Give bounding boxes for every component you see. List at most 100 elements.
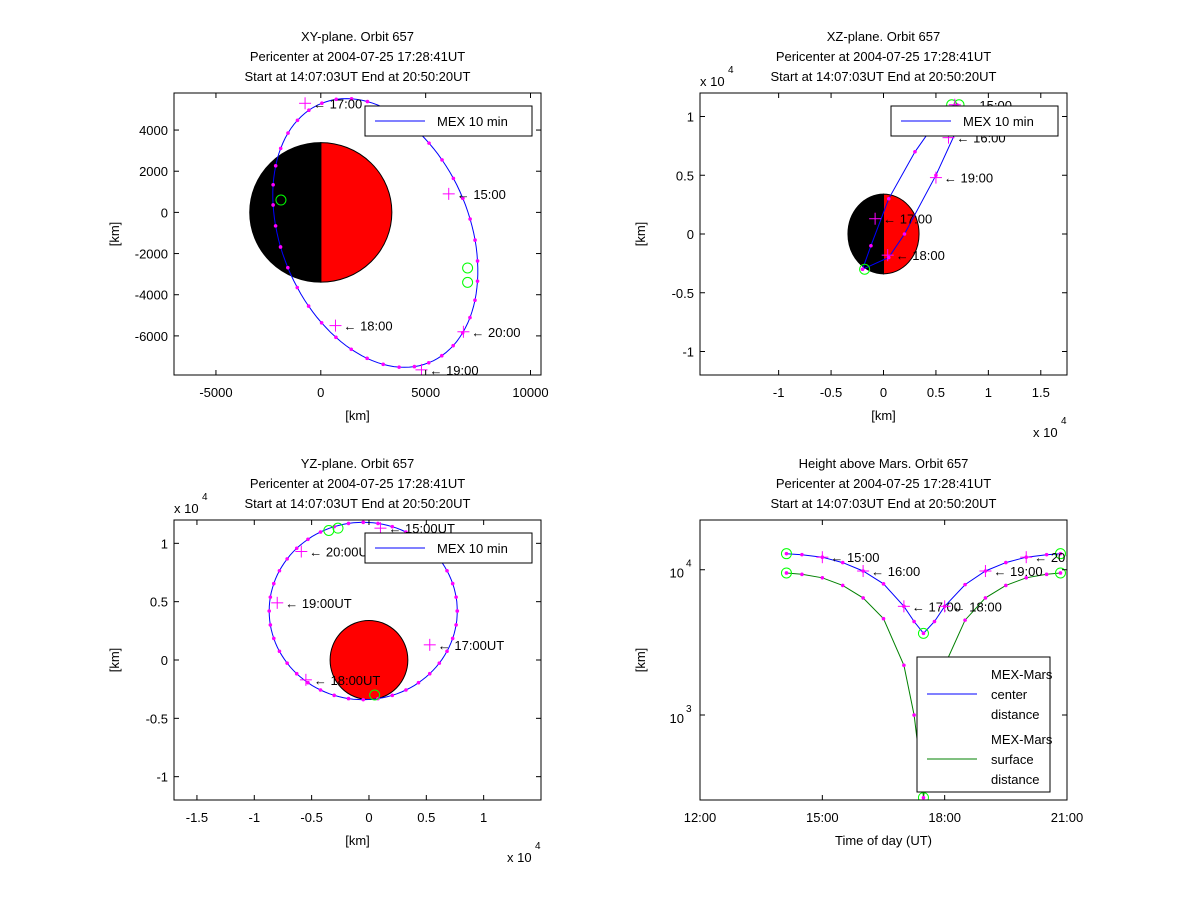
series-point (1004, 560, 1008, 565)
x-axis-label: Time of day (UT) (835, 833, 932, 848)
x-tick-label: 1 (480, 810, 487, 825)
orbit-dot (365, 356, 369, 361)
y-tick-label: 10 (670, 566, 684, 581)
series-point (963, 618, 967, 622)
orbit-dot (473, 298, 477, 303)
series-point (1044, 572, 1049, 577)
chart-title-line: Start at 14:07:03UT End at 20:50:20UT (771, 496, 997, 511)
x-tick-label: 18:00 (928, 810, 961, 825)
orbit-dot (426, 360, 431, 365)
x-scale-exponent: 4 (535, 841, 541, 852)
x-tick-label: -0.5 (300, 810, 322, 825)
x-axis-label: [km] (871, 408, 896, 423)
orbit-dot (468, 217, 472, 221)
chart-title-line: Pericenter at 2004-07-25 17:28:41UT (776, 476, 991, 491)
series-point (800, 572, 804, 577)
series-point (963, 582, 967, 587)
time-marker-label: ← 18:00 (896, 248, 945, 263)
planet-day-side (320, 142, 393, 283)
y-scale-factor: x 10 (700, 74, 725, 89)
time-marker-label: ← 19:00UT (285, 596, 352, 611)
series-point (881, 582, 886, 586)
orbit-dot (271, 203, 275, 207)
orbit-dot (860, 267, 865, 272)
planet-night-side (249, 142, 322, 283)
series-point (912, 619, 916, 624)
y-tick-label: 1 (161, 536, 168, 551)
orbit-dot (349, 97, 354, 101)
legend-label: surface (991, 752, 1034, 767)
time-marker-label: ← 17:00 (883, 212, 932, 227)
orbit-dot (902, 232, 907, 236)
legend-label: center (991, 687, 1028, 702)
x-tick-label: -5000 (199, 385, 232, 400)
y-axis-label: [km] (633, 648, 648, 673)
x-scale-exponent: 4 (1061, 416, 1067, 427)
y-tick-label: 2000 (139, 164, 168, 179)
legend-label: distance (991, 772, 1039, 787)
x-tick-label: 1 (985, 385, 992, 400)
orbit-dot (461, 196, 465, 201)
event-circle (462, 262, 474, 274)
time-marker-label: ← 20:00 (471, 325, 520, 340)
orbit-dot (381, 362, 386, 367)
orbit-dot (285, 557, 289, 561)
time-marker-label: ← 17:00 (912, 599, 961, 614)
orbit-dot (475, 279, 480, 283)
orbit-dot (450, 581, 455, 586)
x-tick-label: 10000 (512, 385, 548, 400)
y-tick-label: -1 (682, 345, 694, 360)
orbit-dot (319, 321, 324, 325)
time-marker-label: ← 18:00 (343, 319, 392, 334)
legend-label: MEX 10 min (437, 541, 508, 556)
x-tick-label: 5000 (411, 385, 440, 400)
series-point (1024, 576, 1029, 580)
event-circle (1054, 548, 1066, 560)
series-point (820, 576, 825, 580)
time-marker-label: ← 20:00UT (309, 545, 376, 560)
chart-title-line: Start at 14:07:03UT End at 20:50:20UT (771, 69, 997, 84)
panel-xy: ← 17:00 ← 15:00 ← 18:00 ← 20:00 ← 19:00 XY-pl… (107, 29, 549, 423)
time-marker-label: ← 20:00 (1034, 550, 1083, 565)
series-point (921, 795, 926, 800)
orbit-dot (346, 696, 351, 701)
y-tick-exponent: 4 (686, 559, 692, 570)
time-marker-label: ← 18:00 (953, 599, 1002, 614)
chart-title-line: Start at 14:07:03UT End at 20:50:20UT (245, 496, 471, 511)
orbit-dot (886, 196, 891, 201)
orbit-dot (913, 149, 917, 154)
event-circle (917, 792, 929, 800)
time-marker-label: ← 19:00 (993, 564, 1042, 579)
orbit-dot (268, 623, 273, 627)
orbit-dot (320, 101, 324, 105)
orbit-dot (365, 99, 370, 104)
axes-box (173, 92, 542, 376)
x-tick-label: 0.5 (927, 385, 945, 400)
orbit-dot (267, 609, 271, 613)
x-axis-label: [km] (345, 408, 370, 423)
panel-height: ← 15:00← 16:00 ← 17:00← 18:00 ← 19:00← 20:… (633, 456, 1083, 848)
orbit-dot (869, 243, 873, 248)
orbit-dot (271, 581, 276, 586)
time-marker-label: ← 19:00 (944, 171, 993, 186)
orbit-dot (416, 680, 421, 685)
orbit-dot (439, 353, 444, 358)
orbit-dot (318, 688, 323, 692)
chart-title-line: Pericenter at 2004-07-25 17:28:41UT (776, 49, 991, 64)
orbit-dot (454, 623, 458, 627)
legend-box (916, 656, 1051, 793)
y-tick-label: -2000 (135, 247, 168, 262)
orbit-dot (445, 568, 449, 573)
time-marker-label: ← 15:00 (830, 550, 879, 565)
series-point (1004, 583, 1008, 588)
orbit-dot (390, 693, 395, 698)
chart-title-line: Height above Mars. Orbit 657 (799, 456, 969, 471)
series-point (840, 560, 845, 565)
y-tick-label: 10 (670, 711, 684, 726)
chart-title-line: Pericenter at 2004-07-25 17:28:41UT (250, 49, 465, 64)
x-tick-label: 1.5 (1032, 385, 1050, 400)
orbit-dot (454, 595, 458, 599)
chart-title-line: XY-plane. Orbit 657 (301, 29, 414, 44)
y-tick-label: 0 (161, 653, 168, 668)
